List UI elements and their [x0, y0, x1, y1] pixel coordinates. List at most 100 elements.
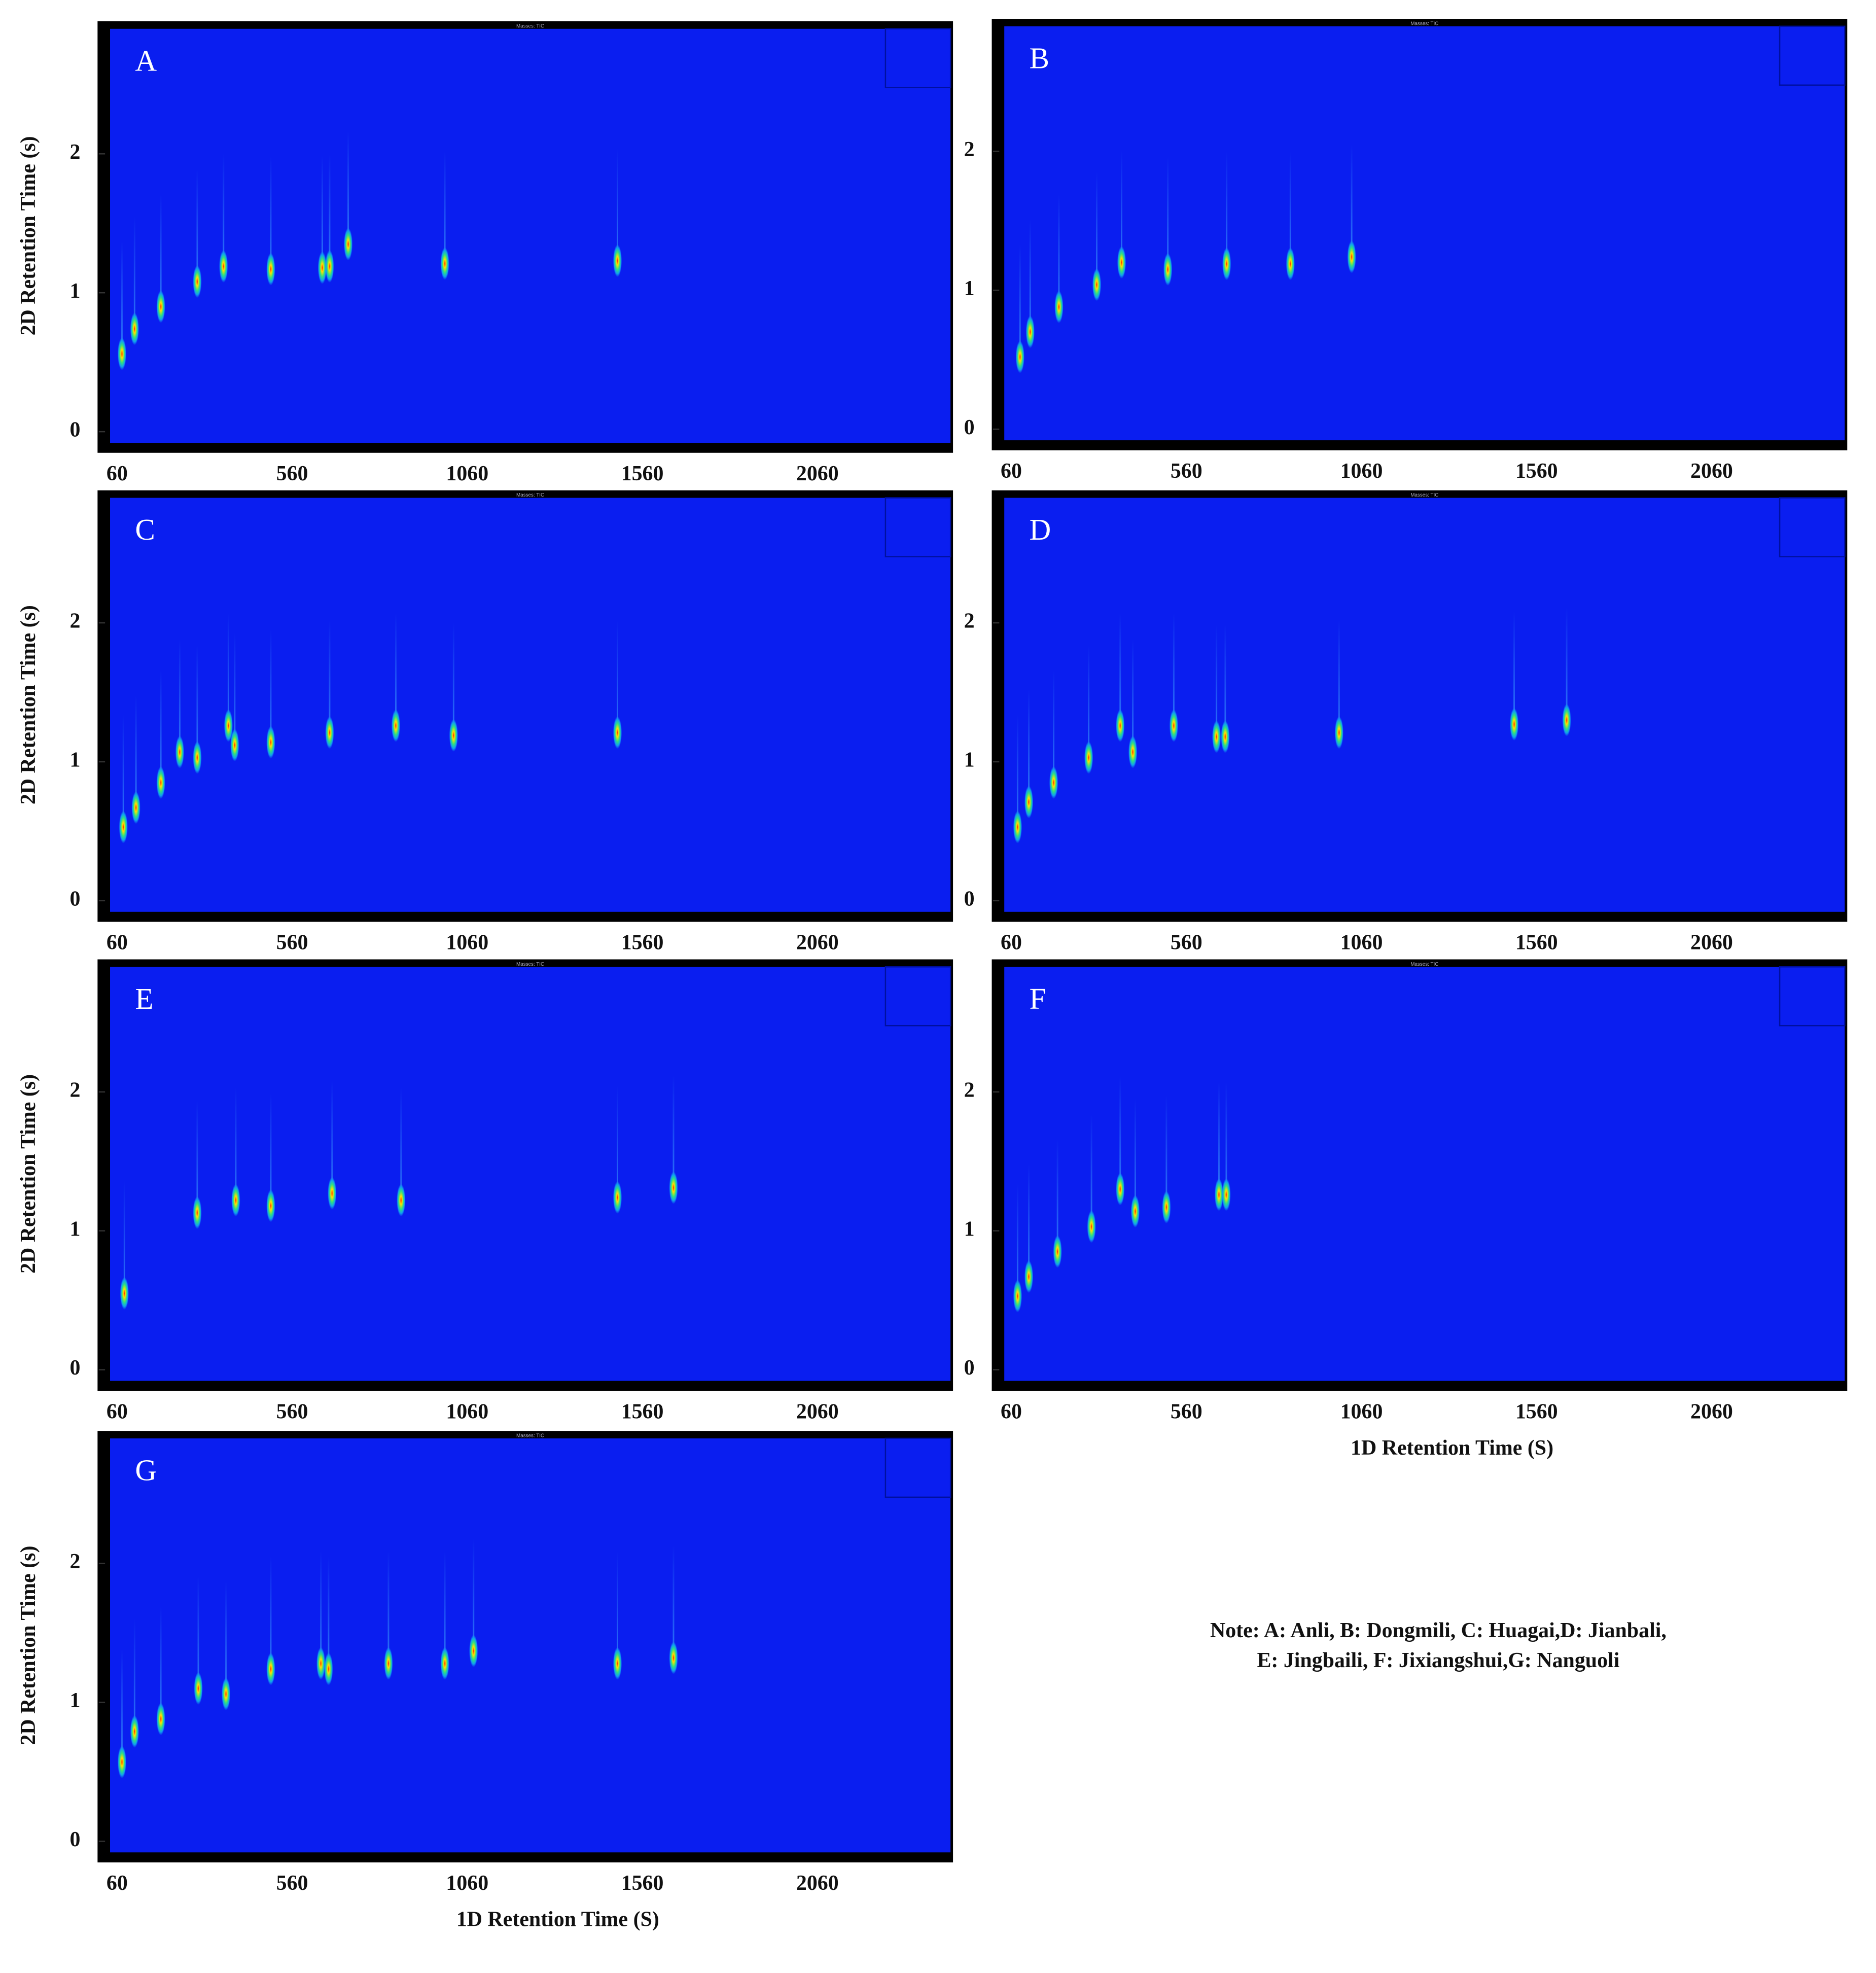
peak-streak — [1028, 1164, 1030, 1277]
peak — [384, 1647, 393, 1680]
x-tick-label: 1060 — [446, 1400, 488, 1423]
panel-label: C — [135, 513, 155, 546]
peak-streak — [1225, 1082, 1227, 1195]
panel-header: Masses: TIC — [1410, 962, 1438, 967]
y-tick-label: 0 — [964, 416, 975, 439]
y-tick-label: 0 — [69, 887, 80, 910]
x-tick-label: 1060 — [446, 462, 488, 485]
y-tick-label: 1 — [964, 1217, 975, 1241]
peak — [117, 1746, 127, 1779]
peak — [266, 253, 275, 286]
x-tick-label: 560 — [1171, 1400, 1202, 1423]
peak — [119, 811, 128, 843]
peak-streak — [121, 241, 123, 354]
y-axis-label: 2D Retention Time (s) — [17, 1546, 40, 1745]
peak — [325, 716, 334, 749]
y-tick-label: 0 — [69, 1828, 80, 1851]
peaks — [1015, 144, 1356, 373]
peak — [669, 1641, 678, 1674]
y-tick-label: 1 — [69, 279, 80, 303]
x-tick-label: 560 — [1171, 931, 1202, 955]
peak — [1053, 1235, 1062, 1268]
peak-streak — [444, 1551, 446, 1664]
peak-streak — [321, 155, 323, 268]
plot-area — [1004, 967, 1845, 1381]
peak — [130, 312, 139, 345]
peak — [219, 250, 228, 283]
peak — [1054, 291, 1064, 324]
y-tick-label: 2 — [69, 1550, 80, 1573]
peak — [156, 1703, 165, 1736]
plot-area — [110, 967, 951, 1381]
peak — [1286, 248, 1295, 280]
peak-streak — [160, 194, 162, 307]
peaks — [117, 131, 622, 370]
peak — [1015, 340, 1024, 373]
peak-streak — [347, 131, 349, 244]
y-tick-label: 1 — [69, 1217, 80, 1241]
peak-streak — [1016, 714, 1018, 827]
peak-streak — [328, 1556, 330, 1669]
peak — [449, 719, 458, 752]
peak — [131, 791, 140, 824]
panel: Masses: TIC G 60 560 1060 1560 2060 0 1 2 2D Reten… — [17, 1431, 953, 1931]
x-tick-label: 1060 — [1340, 1400, 1383, 1423]
peak-streak — [1289, 151, 1291, 264]
x-tick-label: 560 — [1171, 460, 1202, 483]
y-tick-label: 2 — [69, 1078, 80, 1102]
panel: Masses: TIC A 60 560 1060 1560 2060 0 1 2 2D Reten… — [17, 21, 953, 485]
peak-streak — [320, 1551, 322, 1664]
peak-streak — [123, 1181, 125, 1293]
panel-header: Masses: TIC — [1410, 21, 1438, 27]
inset-box — [884, 1437, 951, 1498]
panel-header: Masses: TIC — [1410, 492, 1438, 498]
x-tick-label: 1560 — [621, 1400, 664, 1423]
peak — [440, 247, 449, 280]
peak-streak — [225, 1581, 227, 1694]
peak — [175, 735, 185, 768]
peak-streak — [133, 1618, 135, 1732]
peak-streak — [121, 1649, 123, 1763]
peak — [1084, 741, 1093, 774]
peaks — [119, 613, 622, 843]
peak-streak — [617, 620, 618, 733]
y-tick-label: 1 — [964, 749, 975, 772]
peak-streak — [444, 151, 446, 264]
peak-streak — [133, 216, 135, 329]
inset-box — [884, 966, 951, 1027]
peak — [193, 1196, 202, 1229]
peak-streak — [1165, 1095, 1167, 1208]
peak — [469, 1634, 478, 1668]
x-tick-label: 1060 — [446, 1872, 488, 1895]
peak — [324, 1652, 333, 1685]
panel-header: Masses: TIC — [516, 962, 544, 967]
peak-streak — [122, 714, 124, 827]
peak — [156, 290, 165, 323]
y-axis-label: 2D Retention Time (s) — [17, 136, 40, 335]
y-tick-label: 2 — [964, 610, 975, 633]
peak-streak — [473, 1538, 475, 1651]
peak — [1509, 708, 1519, 741]
x-tick-label: 2060 — [1690, 1400, 1733, 1423]
peaks — [117, 1538, 678, 1779]
peak — [1222, 248, 1231, 280]
y-tick-label: 0 — [69, 418, 80, 442]
panel: Masses: TIC B 60 560 1060 1560 2060 0 1 2 — [964, 19, 1848, 483]
panel: Masses: TIC E 60 560 1060 1560 2060 0 1 2 2D Reten… — [17, 959, 953, 1423]
peak — [194, 1672, 203, 1705]
peak-streak — [196, 169, 198, 282]
x-tick-label: 1560 — [621, 931, 664, 955]
x-tick-label: 60 — [107, 931, 128, 955]
x-tick-label: 2060 — [796, 1400, 839, 1423]
x-axis-label: 1D Retention Time (S) — [1351, 1436, 1553, 1460]
peak-streak — [617, 1551, 618, 1664]
peak — [1212, 720, 1221, 753]
peak-streak — [223, 154, 225, 267]
x-tick-label: 60 — [107, 1400, 128, 1423]
note-line: Note: A: Anli, B: Dongmili, C: Huagai,D:… — [1210, 1619, 1667, 1642]
x-tick-label: 1560 — [621, 1872, 664, 1895]
peak — [1025, 315, 1035, 348]
peaks — [1013, 607, 1571, 843]
peak-streak — [1090, 1114, 1092, 1227]
peak-streak — [1053, 670, 1055, 783]
